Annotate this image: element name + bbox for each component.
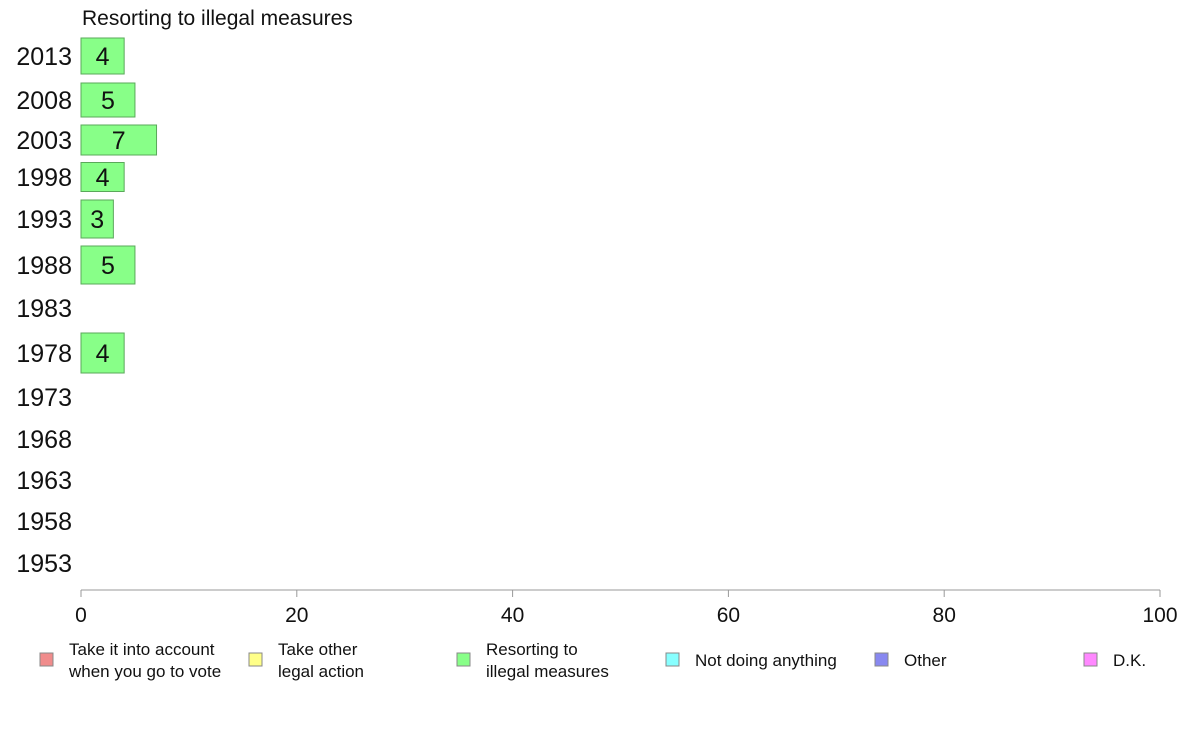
bar-value-label: 4 <box>96 43 110 71</box>
category-label: 1983 <box>16 295 72 323</box>
bar-value-label: 3 <box>90 206 104 234</box>
category-label: 1963 <box>16 467 72 495</box>
x-tick-label: 0 <box>75 604 87 627</box>
legend-label: Take other <box>278 640 358 659</box>
category-label: 1968 <box>16 426 72 454</box>
legend-swatch <box>456 652 471 667</box>
category-label: 1988 <box>16 252 72 280</box>
legend-label: illegal measures <box>486 662 609 681</box>
legend-label: D.K. <box>1113 651 1146 670</box>
category-label: 1998 <box>16 164 72 192</box>
x-tick-label: 40 <box>501 604 524 627</box>
bar <box>80 199 114 239</box>
legend-label: Not doing anything <box>695 651 837 670</box>
bar <box>80 37 125 75</box>
category-label: 1973 <box>16 384 72 412</box>
legend-item: Take it into account when you go to vote <box>39 640 221 681</box>
legend-swatch <box>665 652 680 667</box>
category-label: 1953 <box>16 550 72 578</box>
category-label: 1993 <box>16 206 72 234</box>
bar <box>80 82 136 118</box>
category-label: 2003 <box>16 127 72 155</box>
legend-item: Take other legal action <box>248 640 364 681</box>
bar-value-label: 5 <box>101 252 115 280</box>
x-tick-label: 100 <box>1142 604 1177 627</box>
bar <box>80 245 136 285</box>
legend-label: Take it into account <box>69 640 215 659</box>
legend-label: Resorting to <box>486 640 578 659</box>
chart-title: Resorting to illegal measures <box>82 7 353 30</box>
legend-swatch <box>1083 652 1098 667</box>
legend-item: Resorting to illegal measures <box>456 640 609 681</box>
bar <box>80 162 125 192</box>
legend-label: legal action <box>278 662 364 681</box>
bar-value-label: 4 <box>96 164 110 192</box>
x-tick-label: 20 <box>285 604 308 627</box>
category-label: 1978 <box>16 340 72 368</box>
bar-value-label: 7 <box>112 127 126 155</box>
legend-item: D.K. <box>1083 651 1146 670</box>
category-label: 2008 <box>16 87 72 115</box>
legend-item: Not doing anything <box>665 651 837 670</box>
legend-label: Other <box>904 651 947 670</box>
category-labels: 2013 2008 2003 1998 1993 1988 1983 1978 1973 1968… <box>16 43 72 578</box>
legend-swatch <box>39 652 54 667</box>
bar <box>80 124 158 156</box>
bar-value-label: 4 <box>96 340 110 368</box>
legend-swatch <box>248 652 263 667</box>
legend-item: Other <box>874 651 947 670</box>
bar <box>80 332 125 374</box>
x-tick-label: 80 <box>933 604 956 627</box>
x-axis: 0 20 40 60 80 100 <box>75 589 1178 627</box>
bar-value-label: 5 <box>101 87 115 115</box>
legend-swatch <box>874 652 889 667</box>
x-tick-label: 60 <box>717 604 740 627</box>
category-label: 2013 <box>16 43 72 71</box>
category-label: 1958 <box>16 508 72 536</box>
legend-label: when you go to vote <box>68 662 221 681</box>
